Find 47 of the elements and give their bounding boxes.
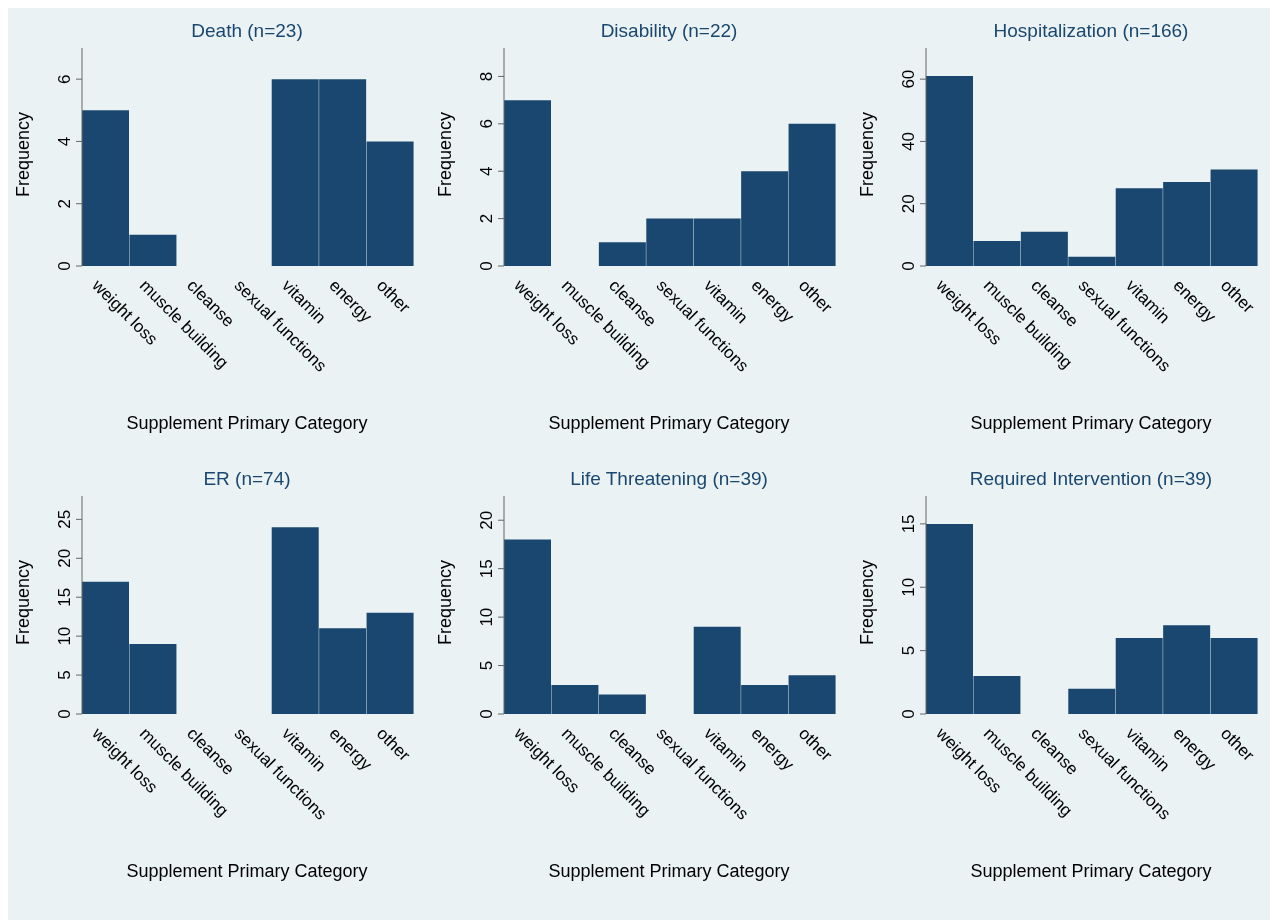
chart-title: Hospitalization (n=166) [992,20,1190,43]
y-tick-label: 4 [55,136,74,147]
y-tick-label: 10 [899,577,918,597]
x-axis-title: Supplement Primary Category [125,413,369,434]
y-axis-title: Frequency [435,111,456,197]
chart-title: ER (n=74) [202,468,292,491]
y-tick-label: 20 [55,548,74,568]
x-axis-title: Supplement Primary Category [547,861,791,882]
y-tick-label: 0 [55,261,74,271]
y-tick-label: 5 [55,670,74,680]
y-tick-label: 0 [477,261,496,271]
y-tick-label: 5 [477,660,496,671]
y-tick-label: 20 [477,510,496,530]
y-tick-label: 10 [477,607,496,627]
y-tick-label: 15 [899,514,918,534]
y-tick-label: 2 [55,198,74,209]
chart-title: Disability (n=22) [599,20,739,43]
y-axis-title: Frequency [857,559,878,645]
y-tick-label: 40 [899,131,918,151]
y-tick-label: 0 [55,709,74,719]
y-axis-title: Frequency [435,559,456,645]
y-tick-label: 8 [477,71,496,82]
y-tick-label: 6 [477,119,496,129]
y-axis-title: Frequency [13,559,34,645]
x-axis-title: Supplement Primary Category [969,861,1213,882]
y-tick-label: 60 [899,69,918,89]
y-axis-title: Frequency [857,111,878,197]
y-tick-label: 25 [55,509,74,529]
x-axis-title: Supplement Primary Category [125,861,369,882]
y-axis-title: Frequency [13,111,34,197]
y-tick-label: 2 [477,213,496,224]
chart-title: Death (n=23) [190,20,304,43]
y-tick-label: 0 [899,709,918,719]
y-tick-label: 15 [55,587,74,607]
x-axis-title: Supplement Primary Category [969,413,1213,434]
y-tick-label: 15 [477,559,496,579]
x-axis-title: Supplement Primary Category [547,413,791,434]
y-tick-label: 0 [899,261,918,271]
bar [504,100,551,266]
y-tick-label: 6 [55,74,74,84]
y-tick-label: 5 [899,645,918,656]
y-tick-label: 20 [899,194,918,214]
chart-title: Life Threatening (n=39) [569,468,769,491]
y-tick-label: 0 [477,709,496,719]
y-tick-label: 4 [477,166,496,176]
y-tick-label: 10 [55,626,74,646]
chart-title: Required Intervention (n=39) [968,468,1214,491]
